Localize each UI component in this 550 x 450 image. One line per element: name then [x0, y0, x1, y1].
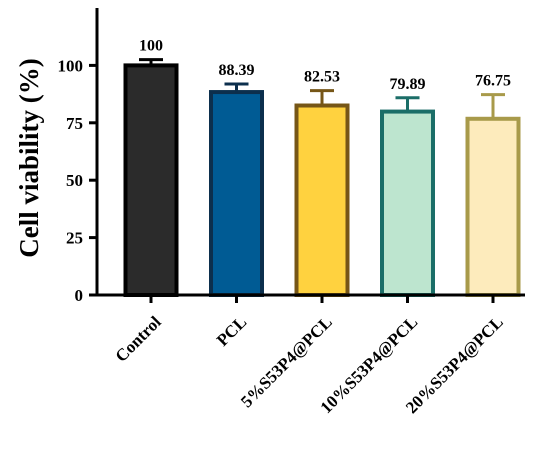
x-tick-label: PCL — [213, 312, 250, 349]
data-label: 79.89 — [390, 76, 426, 93]
bar — [380, 109, 435, 298]
data-label: 100 — [139, 38, 163, 55]
error-bar — [481, 93, 505, 119]
axes-layer — [89, 8, 525, 303]
error-bar — [224, 82, 249, 93]
error-bar — [395, 96, 420, 112]
data-label: 88.39 — [219, 62, 255, 79]
bar — [123, 63, 179, 298]
y-tick-label: 25 — [66, 229, 83, 248]
y-tick-label: 100 — [58, 56, 84, 75]
data-label: 82.53 — [304, 69, 340, 86]
y-tick-label: 50 — [66, 171, 83, 190]
y-axis-title: Cell viability (%) — [14, 58, 44, 257]
bar — [465, 116, 521, 297]
x-tick-label: 5%S53P4@PCL — [237, 312, 336, 411]
bar — [294, 103, 350, 297]
error-bars-layer — [139, 58, 505, 119]
error-bar — [310, 89, 334, 106]
error-bar — [139, 58, 163, 66]
x-tick-label: Control — [112, 312, 165, 365]
y-tick-label: 0 — [75, 286, 84, 305]
bar — [209, 90, 264, 297]
y-tick-label: 75 — [66, 114, 83, 133]
data-label: 76.75 — [475, 73, 511, 90]
